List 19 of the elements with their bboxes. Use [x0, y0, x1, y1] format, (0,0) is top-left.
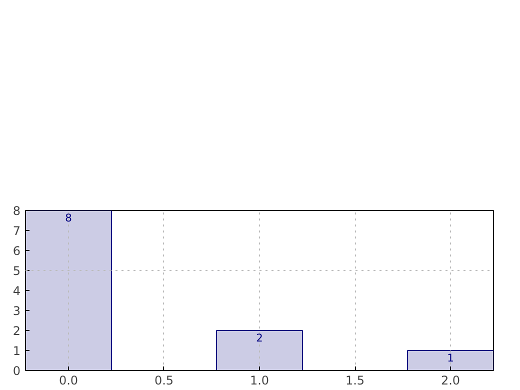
x-tick-label: 2.0	[440, 374, 460, 388]
y-tick-label: 5	[12, 264, 21, 278]
data-label: 2	[256, 332, 263, 344]
x-tick-label: 1.5	[345, 374, 365, 388]
data-label: 8	[65, 212, 72, 224]
y-tick-label: 8	[12, 204, 21, 218]
y-tick-label: 2	[12, 324, 21, 338]
bar	[216, 330, 303, 370]
y-tick-label: 7	[12, 224, 21, 238]
x-tick-label: 1.0	[250, 374, 270, 388]
x-tick-label: 0.5	[154, 374, 174, 388]
y-tick-label: 3	[12, 304, 21, 318]
y-tick-label: 0	[12, 364, 21, 378]
y-tick-label: 1	[12, 344, 21, 358]
y-tick-label: 4	[12, 284, 21, 298]
data-label: 1	[447, 352, 454, 364]
x-tick-label: 0.0	[58, 374, 78, 388]
bar	[407, 350, 494, 370]
y-tick-label: 6	[12, 244, 21, 258]
